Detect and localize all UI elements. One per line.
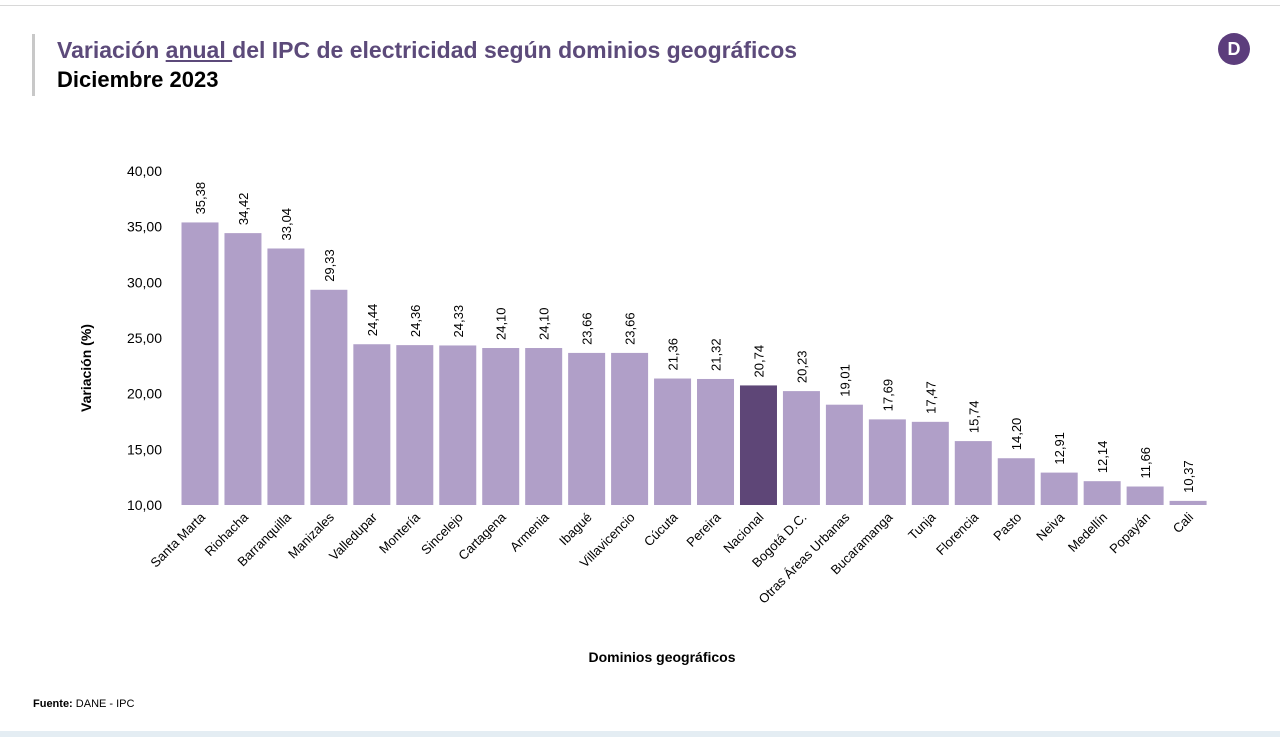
bar-barranquilla [267, 248, 305, 505]
x-tick-label: Armenia [507, 509, 552, 554]
data-label: 19,01 [837, 364, 852, 397]
data-label: 29,33 [322, 249, 337, 282]
data-label: 23,66 [623, 312, 638, 345]
bar-sincelejo [439, 345, 477, 505]
bar-florencia [954, 441, 992, 505]
data-label: 24,10 [537, 307, 552, 340]
bar-bogot-d-c- [782, 391, 820, 505]
bar-medell-n [1083, 481, 1121, 505]
bar-nacional [739, 385, 777, 505]
source-label: Fuente: [33, 698, 73, 710]
bar-monter-a [396, 345, 434, 505]
bar-cali [1169, 500, 1207, 505]
data-label: 17,47 [923, 381, 938, 414]
chart-subtitle: Diciembre 2023 [57, 67, 219, 92]
y-tick-label: 15,00 [127, 441, 162, 457]
x-tick-label: Neiva [1033, 509, 1068, 544]
x-tick-label: Montería [376, 509, 423, 556]
data-label: 10,37 [1181, 460, 1196, 493]
bar-pereira [697, 378, 735, 505]
bar-riohacha [224, 233, 262, 505]
bar-c-cuta [654, 378, 692, 505]
data-label: 24,33 [451, 305, 466, 338]
data-label: 20,74 [751, 345, 766, 378]
data-label: 17,69 [880, 379, 895, 412]
bar-bucaramanga [868, 419, 906, 505]
bar-santa-marta [181, 222, 219, 505]
x-tick-label: Ibagué [556, 510, 595, 549]
y-tick-label: 10,00 [127, 497, 162, 513]
data-label: 34,42 [236, 193, 251, 226]
bar-armenia [525, 348, 563, 505]
source-note: Fuente: DANE - IPC [33, 698, 134, 710]
data-label: 14,20 [1009, 418, 1024, 451]
data-label: 15,74 [966, 401, 981, 434]
data-label: 21,36 [666, 338, 681, 371]
y-tick-label: 35,00 [127, 219, 162, 235]
dane-logo-icon: D [1218, 33, 1250, 65]
chart-header: Variación anual del IPC de electricidad … [32, 34, 797, 96]
bar-valledupar [353, 344, 391, 505]
y-tick-label: 30,00 [127, 274, 162, 290]
data-label: 12,14 [1095, 441, 1110, 474]
data-label: 24,36 [408, 305, 423, 338]
bar-villavicencio [611, 352, 649, 505]
x-axis-title: Dominios geográficos [588, 649, 735, 665]
data-label: 11,66 [1138, 447, 1153, 479]
y-tick-label: 40,00 [127, 163, 162, 179]
data-label: 20,23 [794, 351, 809, 384]
data-label: 33,04 [279, 208, 294, 241]
data-label: 21,32 [709, 338, 724, 371]
bar-ibagu- [568, 352, 606, 505]
x-tick-label: Cartagena [455, 509, 509, 563]
bar-tunja [911, 421, 949, 505]
title-part: del IPC de electricidad según dominios g… [232, 37, 798, 63]
x-tick-label: Valledupar [326, 509, 380, 563]
chart-title: Variación anual del IPC de electricidad … [57, 34, 797, 66]
bar-pasto [997, 458, 1035, 505]
x-tick-label: Florencia [933, 509, 982, 558]
x-tick-label: Medellín [1065, 510, 1110, 555]
data-label: 23,66 [580, 312, 595, 345]
source-text: DANE - IPC [72, 698, 135, 710]
title-underlined: anual [165, 37, 233, 63]
data-label: 24,44 [365, 304, 380, 337]
y-axis-title: Variación (%) [78, 324, 94, 412]
x-tick-label: Popayán [1106, 510, 1153, 557]
x-tick-label: Pasto [990, 510, 1024, 544]
y-tick-label: 25,00 [127, 330, 162, 346]
x-tick-label: Cúcuta [641, 509, 681, 549]
bottom-bar [0, 731, 1280, 737]
data-label: 12,91 [1052, 432, 1067, 465]
bar-cartagena [482, 348, 520, 505]
bar-neiva [1040, 472, 1078, 505]
x-tick-label: Cali [1170, 509, 1197, 536]
x-tick-label: Santa Marta [147, 509, 208, 570]
x-tick-label: Tunja [905, 509, 939, 543]
data-label: 35,38 [193, 182, 208, 215]
data-label: 24,10 [494, 307, 509, 340]
x-tick-label: Pereira [683, 509, 724, 550]
bar-popay-n [1126, 486, 1164, 505]
bar-manizales [310, 289, 348, 505]
y-tick-label: 20,00 [127, 386, 162, 402]
top-divider [0, 5, 1280, 6]
title-part: Variación [57, 37, 166, 63]
bar-otras-reas-urbanas [825, 404, 863, 505]
